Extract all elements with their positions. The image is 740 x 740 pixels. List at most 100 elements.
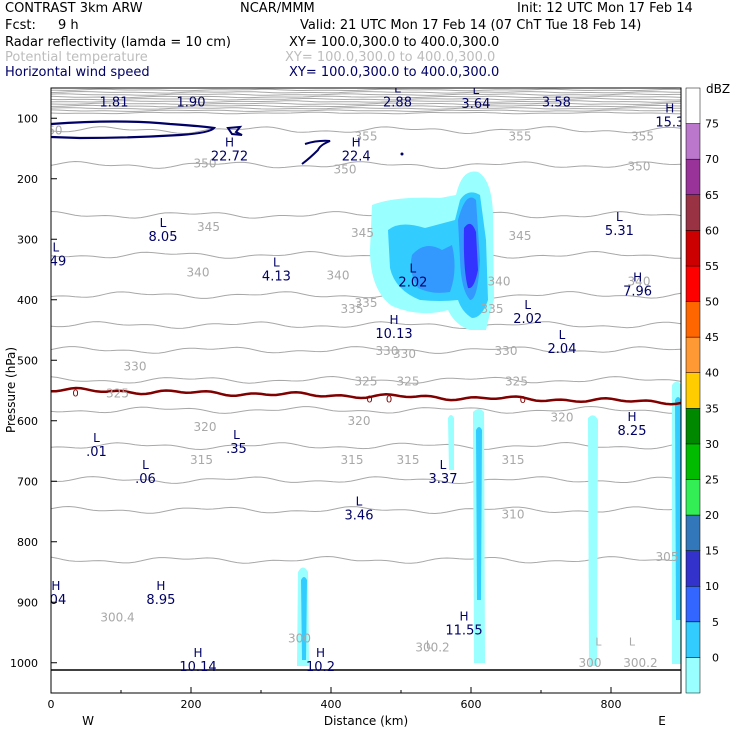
theta-contour bbox=[51, 476, 681, 485]
theta-label: 330 bbox=[495, 344, 518, 358]
colorbar-segment bbox=[685, 194, 701, 231]
reflectivity-shade bbox=[301, 577, 307, 660]
wind-extremum-value: 3.37 bbox=[429, 472, 458, 487]
theta-contour bbox=[51, 405, 681, 414]
wind-extremum-letter: H bbox=[665, 101, 674, 115]
theta-label: 345 bbox=[509, 229, 532, 243]
wind-extremum-value: 3.46 bbox=[345, 509, 374, 524]
colorbar-segment bbox=[685, 87, 701, 124]
colorbar-tick-label: 55 bbox=[705, 260, 719, 273]
wind-extremum-value: 11.55 bbox=[445, 623, 482, 638]
theta-label: 340 bbox=[187, 266, 210, 280]
wind-extremum-letter: L bbox=[160, 216, 167, 230]
theta-label: 360 bbox=[40, 123, 63, 137]
field-2-xy: XY= 100.0,300.0 to 400.0,300.0 bbox=[285, 50, 496, 65]
x-axis-title: Distance (km) bbox=[324, 714, 408, 728]
theta-label: 320 bbox=[194, 420, 217, 434]
wind-extremum-value: 8.95 bbox=[146, 593, 175, 608]
wind-extremum-letter: L bbox=[524, 298, 531, 312]
wind-extremum-value: .01 bbox=[86, 445, 107, 460]
colorbar-tick-label: 10 bbox=[705, 580, 719, 593]
valid-time: Valid: 21 UTC Mon 17 Feb 14 (07 ChT Tue … bbox=[300, 18, 642, 33]
y-tick-label: 600 bbox=[17, 415, 38, 428]
wind-extremum-letter: L bbox=[142, 458, 149, 472]
wind-extremum-value: 1.90 bbox=[177, 95, 206, 110]
theta-label: 300.2 bbox=[415, 641, 449, 655]
wind-contour bbox=[301, 139, 331, 165]
theta-contour bbox=[51, 109, 681, 113]
theta-label: 355 bbox=[509, 129, 532, 143]
y-tick-label: 700 bbox=[17, 475, 38, 488]
field-3-xy: XY= 100.0,300.0 to 400.0,300.0 bbox=[289, 65, 500, 80]
wind-extremum-value: .35 bbox=[226, 442, 247, 457]
freezing-level-label: 0 bbox=[386, 394, 392, 405]
wind-extremum-value: 2.02 bbox=[398, 276, 427, 291]
x-tick-label: 800 bbox=[601, 698, 622, 711]
x-tick-label: 600 bbox=[461, 698, 482, 711]
theta-contour bbox=[51, 441, 681, 451]
wind-extremum-letter: H bbox=[316, 646, 325, 660]
wind-contour bbox=[226, 125, 243, 136]
colorbar-tick-label: 20 bbox=[705, 509, 719, 522]
wind-extremum-value: 10.13 bbox=[375, 327, 412, 342]
wind-extremum-letter: L bbox=[394, 81, 401, 95]
wind-extremum-letter: H bbox=[352, 136, 361, 150]
reflectivity-shade bbox=[410, 245, 455, 293]
theta-label: 320 bbox=[551, 411, 574, 425]
theta-contour bbox=[51, 505, 681, 515]
wind-extremum-value: .06 bbox=[135, 472, 156, 487]
theta-label: 315 bbox=[397, 453, 420, 467]
x-tick-label: 0 bbox=[48, 698, 55, 711]
theta-contour bbox=[51, 93, 681, 96]
fcst-value: 9 h bbox=[58, 18, 79, 33]
theta-label: 335 bbox=[341, 302, 364, 316]
theta-extremum-letter: L bbox=[629, 636, 636, 649]
wind-extremum-value: 2.88 bbox=[383, 95, 412, 110]
colorbar-segment bbox=[685, 479, 701, 516]
y-tick-label: 1000 bbox=[10, 657, 38, 670]
y-tick-label: 200 bbox=[17, 173, 38, 186]
colorbar-tick-label: 25 bbox=[705, 473, 719, 486]
colorbar-segment bbox=[685, 657, 701, 694]
theta-contour bbox=[51, 346, 681, 354]
wind-extremum-value: 22.4 bbox=[342, 150, 371, 165]
theta-contour bbox=[51, 211, 681, 219]
theta-label: 300.4 bbox=[100, 610, 134, 624]
wind-extremum-value: 8.05 bbox=[149, 230, 178, 245]
wind-extremum-letter: L bbox=[93, 431, 100, 445]
colorbar-segment bbox=[685, 230, 701, 267]
colorbar-tick-label: 60 bbox=[705, 224, 719, 237]
wind-extremum-value: 10.2 bbox=[306, 660, 335, 675]
fcst-label: Fcst: bbox=[5, 18, 36, 33]
field-1-xy: XY= 100.0,300.0 to 400.0,300.0 bbox=[289, 35, 500, 50]
reflectivity-shade bbox=[448, 415, 454, 470]
theta-contour bbox=[51, 375, 681, 384]
theta-label: 345 bbox=[351, 226, 374, 240]
theta-contour bbox=[51, 250, 681, 259]
colorbar-tick-label: 5 bbox=[712, 616, 719, 629]
wind-extremum-value: 15.3 bbox=[655, 115, 684, 130]
theta-contour bbox=[51, 555, 681, 564]
wind-extremum-value: 3.58 bbox=[542, 95, 571, 110]
theta-contour bbox=[51, 126, 681, 135]
wind-extremum-letter: L bbox=[410, 262, 417, 276]
theta-label: 345 bbox=[197, 220, 220, 234]
theta-label: 315 bbox=[502, 453, 525, 467]
y-tick-label: 800 bbox=[17, 536, 38, 549]
theta-contour bbox=[51, 291, 681, 299]
wind-extremum-letter: L bbox=[440, 458, 447, 472]
wind-extremum-letter: L bbox=[233, 428, 240, 442]
theta-extremum-letter: L bbox=[426, 639, 433, 652]
theta-label: 315 bbox=[341, 453, 364, 467]
theta-contour bbox=[51, 107, 681, 110]
theta-label: 330 bbox=[376, 344, 399, 358]
reflectivity-shade bbox=[588, 415, 598, 666]
west-label: W bbox=[82, 714, 94, 728]
theta-contour bbox=[51, 90, 681, 94]
wind-extremum-value: 5.31 bbox=[605, 224, 634, 239]
theta-label: 330 bbox=[124, 359, 147, 373]
theta-label: 335 bbox=[481, 302, 504, 316]
reflectivity-shade bbox=[463, 223, 478, 289]
theta-label: 340 bbox=[327, 269, 350, 283]
wind-extremum-value: 8.25 bbox=[618, 424, 647, 439]
